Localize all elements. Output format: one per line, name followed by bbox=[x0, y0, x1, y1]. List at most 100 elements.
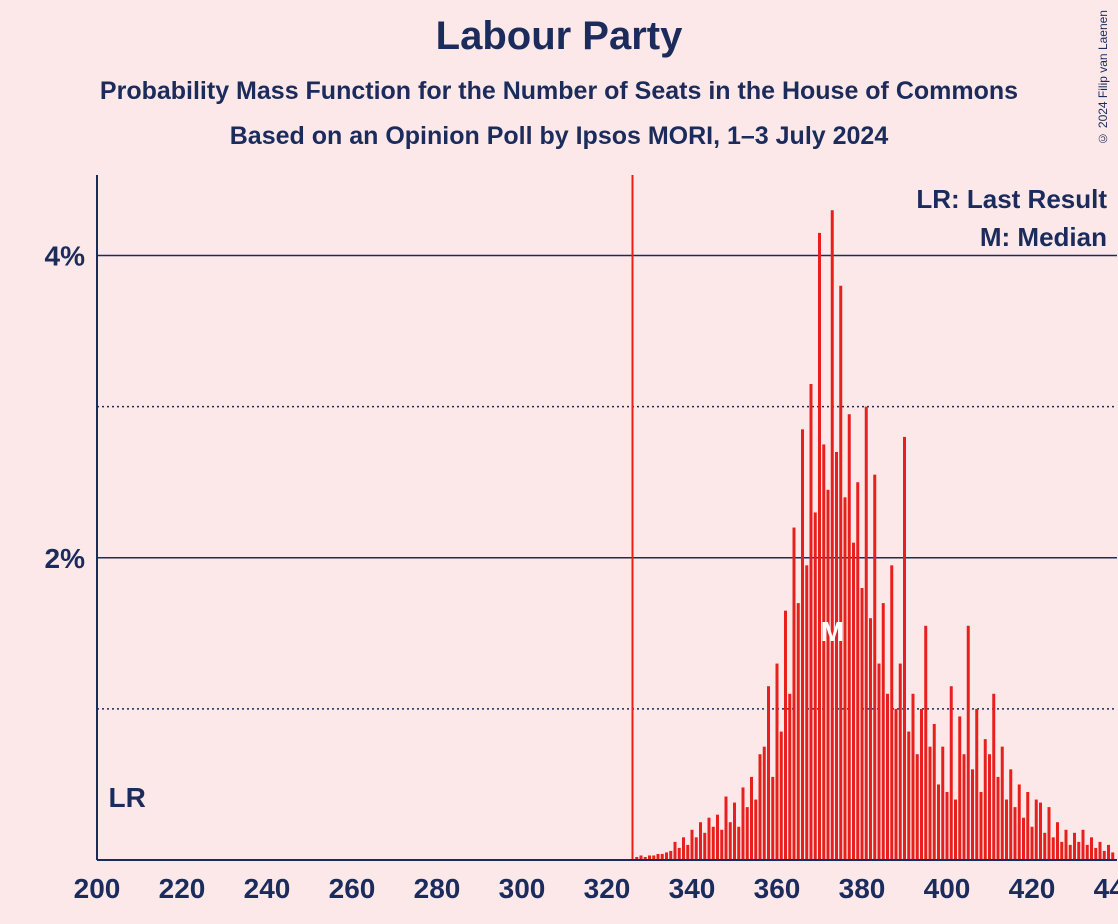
pmf-bar bbox=[844, 497, 847, 860]
pmf-bar bbox=[1107, 845, 1110, 860]
pmf-bar bbox=[750, 777, 753, 860]
legend-lr: LR: Last Result bbox=[916, 184, 1107, 214]
pmf-bar bbox=[686, 845, 689, 860]
pmf-bar bbox=[933, 724, 936, 860]
pmf-bar bbox=[895, 709, 898, 860]
pmf-bar bbox=[861, 588, 864, 860]
pmf-bar bbox=[1018, 784, 1021, 860]
pmf-bar bbox=[1048, 807, 1051, 860]
pmf-bar bbox=[720, 830, 723, 860]
pmf-bar bbox=[754, 800, 757, 860]
pmf-bar bbox=[805, 565, 808, 860]
x-tick-label: 360 bbox=[754, 873, 801, 904]
pmf-bar bbox=[725, 797, 728, 860]
pmf-bar bbox=[767, 686, 770, 860]
pmf-bar bbox=[810, 384, 813, 860]
pmf-bar bbox=[763, 747, 766, 860]
x-tick-label: 260 bbox=[329, 873, 376, 904]
pmf-bar bbox=[954, 800, 957, 860]
pmf-bar bbox=[1082, 830, 1085, 860]
pmf-bar bbox=[759, 754, 762, 860]
pmf-bar bbox=[971, 769, 974, 860]
pmf-bar bbox=[1031, 827, 1034, 860]
lr-annotation: LR bbox=[109, 782, 146, 813]
x-tick-label: 240 bbox=[244, 873, 291, 904]
pmf-bar bbox=[814, 512, 817, 860]
pmf-bar bbox=[801, 429, 804, 860]
pmf-bar bbox=[899, 664, 902, 860]
pmf-bar bbox=[1090, 837, 1093, 860]
pmf-bar bbox=[695, 837, 698, 860]
pmf-bar bbox=[992, 694, 995, 860]
x-tick-label: 340 bbox=[669, 873, 716, 904]
pmf-bar bbox=[818, 233, 821, 860]
pmf-bar bbox=[1005, 800, 1008, 860]
pmf-bar bbox=[890, 565, 893, 860]
pmf-bar bbox=[1026, 792, 1029, 860]
pmf-bar bbox=[1077, 842, 1080, 860]
pmf-bar bbox=[788, 694, 791, 860]
pmf-bar bbox=[822, 444, 825, 860]
pmf-bar bbox=[771, 777, 774, 860]
pmf-bar bbox=[1111, 852, 1114, 860]
pmf-bar bbox=[980, 792, 983, 860]
pmf-bar bbox=[1069, 845, 1072, 860]
pmf-bar bbox=[1022, 818, 1025, 860]
pmf-bar bbox=[878, 664, 881, 860]
pmf-bar bbox=[852, 543, 855, 860]
pmf-bar bbox=[1052, 837, 1055, 860]
pmf-bar bbox=[1065, 830, 1068, 860]
pmf-bar bbox=[903, 437, 906, 860]
pmf-bar bbox=[1039, 803, 1042, 860]
pmf-bar bbox=[784, 611, 787, 860]
pmf-bar bbox=[729, 822, 732, 860]
pmf-bar bbox=[882, 603, 885, 860]
pmf-bar bbox=[856, 482, 859, 860]
pmf-bar bbox=[682, 837, 685, 860]
pmf-bar bbox=[873, 475, 876, 860]
pmf-bar bbox=[997, 777, 1000, 860]
pmf-bar bbox=[941, 747, 944, 860]
pmf-bar bbox=[712, 827, 715, 860]
pmf-bar bbox=[742, 787, 745, 860]
pmf-bar bbox=[708, 818, 711, 860]
pmf-bar bbox=[1009, 769, 1012, 860]
pmf-bar bbox=[716, 815, 719, 860]
pmf-bar bbox=[1073, 833, 1076, 860]
pmf-bar bbox=[776, 664, 779, 860]
pmf-bar bbox=[1043, 833, 1046, 860]
pmf-bar bbox=[831, 210, 834, 860]
pmf-bar bbox=[967, 626, 970, 860]
pmf-bar bbox=[929, 747, 932, 860]
pmf-bar bbox=[984, 739, 987, 860]
pmf-bar bbox=[691, 830, 694, 860]
x-tick-label: 300 bbox=[499, 873, 546, 904]
pmf-bar bbox=[797, 603, 800, 860]
pmf-bar bbox=[975, 709, 978, 860]
x-tick-label: 440 bbox=[1094, 873, 1118, 904]
legend-m: M: Median bbox=[980, 222, 1107, 252]
pmf-bar bbox=[1094, 848, 1097, 860]
pmf-bar bbox=[703, 833, 706, 860]
pmf-bar bbox=[746, 807, 749, 860]
pmf-bar bbox=[988, 754, 991, 860]
pmf-bar bbox=[1035, 800, 1038, 860]
x-tick-label: 320 bbox=[584, 873, 631, 904]
pmf-bar bbox=[780, 732, 783, 860]
pmf-bar bbox=[699, 822, 702, 860]
y-tick-label: 4% bbox=[45, 241, 86, 272]
x-tick-label: 380 bbox=[839, 873, 886, 904]
x-tick-label: 420 bbox=[1009, 873, 1056, 904]
pmf-bar bbox=[733, 803, 736, 860]
pmf-bar bbox=[963, 754, 966, 860]
pmf-bar bbox=[1001, 747, 1004, 860]
x-tick-label: 280 bbox=[414, 873, 461, 904]
pmf-bar bbox=[1060, 842, 1063, 860]
pmf-bar bbox=[916, 754, 919, 860]
pmf-bar bbox=[669, 851, 672, 860]
pmf-bar bbox=[1014, 807, 1017, 860]
pmf-bar bbox=[793, 528, 796, 860]
x-tick-label: 220 bbox=[159, 873, 206, 904]
pmf-bar bbox=[835, 452, 838, 860]
x-tick-label: 400 bbox=[924, 873, 971, 904]
